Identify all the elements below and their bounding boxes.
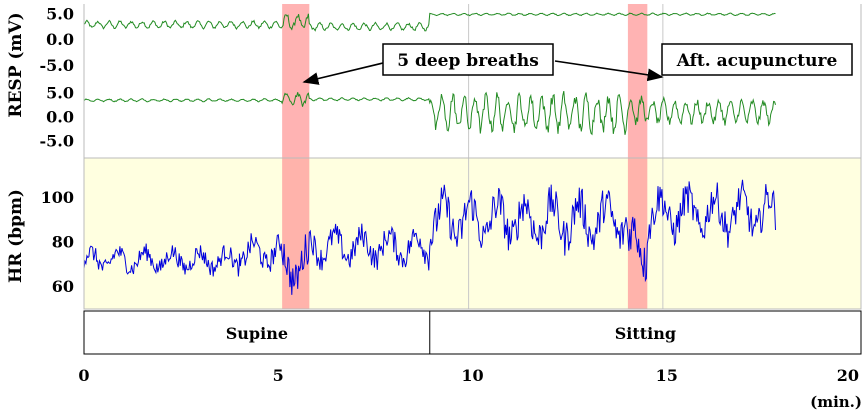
deep-breaths-box — [382, 43, 554, 76]
highlight-band-2 — [627, 4, 648, 309]
arrow-right — [554, 60, 664, 82]
resp-bottom-trace — [83, 90, 776, 136]
hr-ylabel: HR (bpm) — [6, 189, 26, 283]
x-tick-label: 15 — [656, 366, 678, 385]
deep-breath-highlights — [282, 4, 648, 309]
hr-ytick-label: 80 — [52, 232, 74, 251]
x-tick-label: 0 — [78, 366, 89, 385]
deep-breaths-label: 5 deep breaths — [397, 51, 539, 71]
resp-bottom-ytick-label: -5.0 — [40, 131, 74, 150]
resp-bottom-ytick-label: 5.0 — [46, 84, 74, 103]
traces — [83, 12, 776, 295]
resp-bottom-ytick-label: 0.0 — [46, 107, 74, 126]
hr-ytick-label: 100 — [41, 188, 74, 207]
x-tick-label: 10 — [461, 366, 483, 385]
posture-label-sitting: Sitting — [615, 324, 676, 343]
posture-label-supine: Supine — [226, 324, 288, 343]
hr-panel-frame — [83, 157, 862, 310]
resp-top-ytick-label: 5.0 — [46, 4, 74, 23]
resp-top-trace — [83, 12, 776, 32]
arrow-left — [302, 62, 384, 85]
x-tick-label: 20 — [837, 366, 859, 385]
resp-top-ytick-label: -5.0 — [40, 56, 74, 75]
hr-ytick-label: 60 — [52, 277, 74, 296]
resp-top-ytick-label: 0.0 — [46, 30, 74, 49]
posture-bar-frame — [83, 310, 862, 355]
x-tick-label: 5 — [273, 366, 284, 385]
x-unit-label: (min.) — [810, 393, 862, 411]
after-acupuncture-box — [661, 43, 853, 76]
x-ticks: 0 5 10 15 20 — [78, 366, 859, 385]
highlight-band-1 — [282, 4, 310, 309]
y-ticks: 5.0 0.0 -5.0 5.0 0.0 -5.0 100 80 60 — [40, 4, 74, 295]
after-acupuncture-label: Aft. acupuncture — [676, 51, 838, 71]
hr-trace — [83, 179, 776, 295]
resp-ylabel: RESP (mV) — [6, 12, 26, 117]
hr-panel-background — [84, 158, 861, 309]
